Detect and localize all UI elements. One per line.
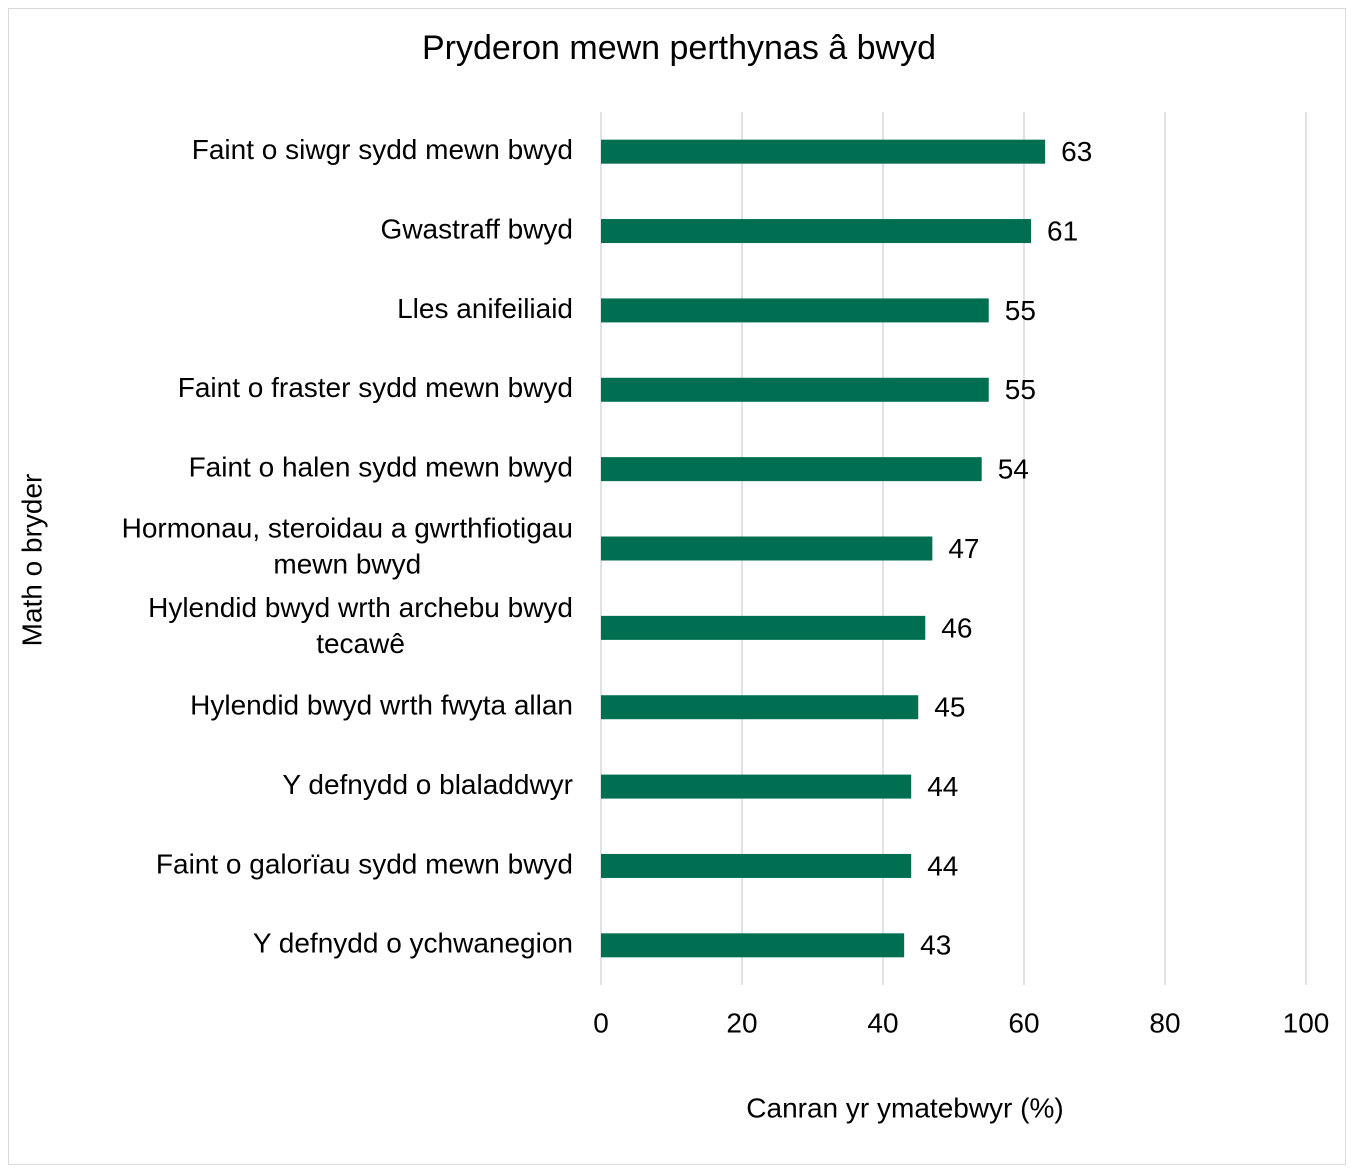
bar <box>601 457 982 482</box>
y-tick-label: Hylendid bwyd wrth fwyta allan <box>190 690 573 721</box>
data-label: 45 <box>934 692 965 723</box>
y-tick-label: Y defnydd o ychwanegion <box>253 928 573 959</box>
chart-frame <box>8 8 1346 1165</box>
bar <box>601 853 912 878</box>
y-tick-label: Gwastraff bwyd <box>381 213 573 244</box>
y-tick-label: Faint o halen sydd mewn bwyd <box>189 452 573 483</box>
x-tick-label: 100 <box>1283 1007 1330 1038</box>
data-label: 44 <box>927 850 958 881</box>
data-label: 54 <box>998 454 1029 485</box>
bar <box>601 139 1046 164</box>
y-tick-label: Hylendid bwyd wrth archebu bwyd tecawê <box>148 592 573 659</box>
bar <box>601 377 989 402</box>
x-tick-label: 60 <box>1008 1007 1039 1038</box>
bar <box>601 695 919 720</box>
bar <box>601 933 905 958</box>
y-tick-label: Lles anifeiliaid <box>397 293 573 324</box>
y-tick-label: Faint o fraster sydd mewn bwyd <box>178 372 573 403</box>
data-label: 44 <box>927 771 958 802</box>
data-label: 55 <box>1005 374 1036 405</box>
y-axis-title: Math o bryder <box>16 474 47 647</box>
x-tick-label: 80 <box>1149 1007 1180 1038</box>
data-label: 43 <box>920 930 951 961</box>
bar <box>601 536 933 561</box>
data-label: 47 <box>948 533 979 564</box>
chart-title: Pryderon mewn perthynas â bwyd <box>422 29 936 67</box>
x-tick-label: 20 <box>726 1007 757 1038</box>
bar <box>601 615 926 640</box>
x-axis-title: Canran yr ymatebwyr (%) <box>746 1092 1063 1123</box>
bar <box>601 774 912 799</box>
y-tick-label: Hormonau, steroidau a gwrthfiotigau mewn … <box>122 513 573 580</box>
data-label: 55 <box>1005 295 1036 326</box>
data-label: 46 <box>941 612 972 643</box>
x-tick-label: 40 <box>867 1007 898 1038</box>
data-label: 61 <box>1047 215 1078 246</box>
bar <box>601 298 989 323</box>
y-tick-label: Y defnydd o blaladdwyr <box>282 769 573 800</box>
bar <box>601 219 1032 244</box>
x-tick-label: 0 <box>593 1007 609 1038</box>
y-tick-label: Faint o siwgr sydd mewn bwyd <box>192 134 573 165</box>
y-tick-label: Faint o galorïau sydd mewn bwyd <box>156 848 573 879</box>
data-label: 63 <box>1061 136 1092 167</box>
